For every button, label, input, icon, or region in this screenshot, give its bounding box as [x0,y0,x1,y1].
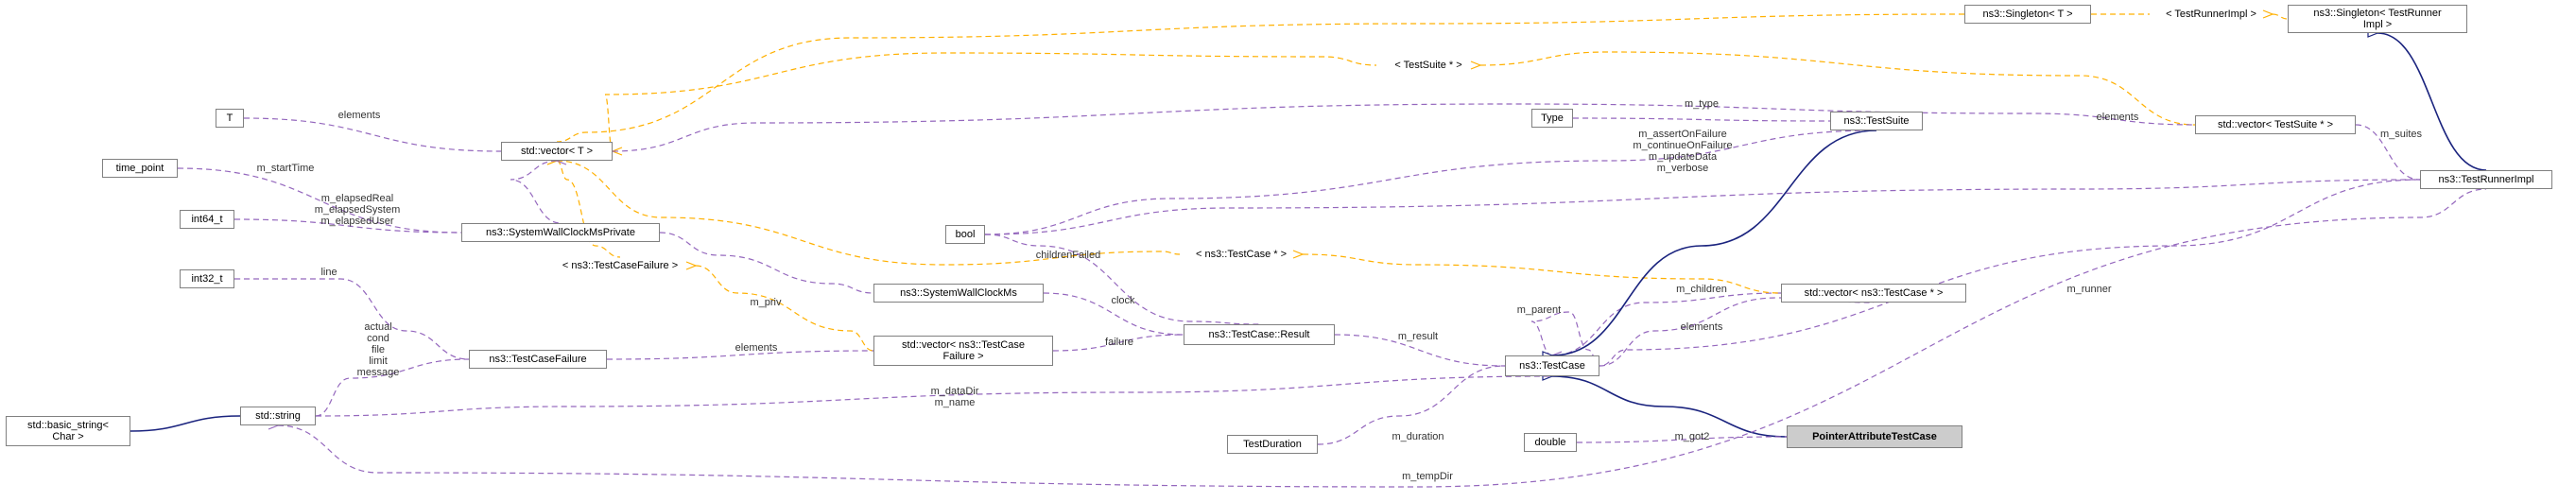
edge-basic_string-std_string [130,416,240,431]
edge-vector_t-testsuite_ptr [605,53,1376,151]
edge-vector_t-testcase_ptr [557,161,1180,265]
edge-vector_t-vector_testsuite [613,104,2195,151]
edge-type-testsuite [1573,118,1830,121]
node-testrunnerimpl_t[interactable]: < TestRunnerImpl > [2150,5,2273,24]
edge-int32-testcasefailure [234,279,469,359]
edge-std_string-testcase [316,376,1552,416]
node-int64[interactable]: int64_t [180,210,234,229]
edge-singleton_t-vector_t [557,14,1964,142]
edge-testcase_ptr-vector_testcase [1303,254,1781,293]
edge-testcase-vector_testcase [1599,298,1874,366]
node-vector_t[interactable]: std::vector< T > [501,142,613,161]
node-time_point[interactable]: time_point [102,159,178,178]
edge-vector_t-testcasefail_t [557,161,620,257]
node-singleton_tri[interactable]: ns3::Singleton< TestRunner Impl > [2288,5,2467,33]
node-testsuite[interactable]: ns3::TestSuite [1830,112,1923,130]
node-testcase_result[interactable]: ns3::TestCase::Result [1184,324,1335,345]
edge-bool-testrunnerimpl [985,180,2420,234]
edge-testcasefail_t-vector_tcf [696,266,873,351]
edge-std_string-testcasefailure [316,359,469,416]
class-diagram: ns3::Singleton< T >< TestRunnerImpl >ns3… [0,0,2576,502]
edge-testcasefailure-vector_tcf [607,351,873,359]
node-int32[interactable]: int32_t [180,269,234,288]
node-testcasefailure[interactable]: ns3::TestCaseFailure [469,350,607,369]
node-syswallclockpriv[interactable]: ns3::SystemWallClockMsPrivate [461,223,660,242]
edge-testrunnerimpl-testcase [1599,180,2420,366]
node-vector_tcf[interactable]: std::vector< ns3::TestCase Failure > [873,336,1053,366]
edge-vector_t-syswallclockpriv [510,161,561,223]
node-std_string[interactable]: std::string [240,407,316,425]
edge-singleton_tri-testrunnerimpl [2377,33,2486,170]
edge-T-vector_t [244,118,501,151]
edge-testrunnerimpl_t-singleton_tri [2273,14,2288,19]
node-singleton_t[interactable]: ns3::Singleton< T > [1964,5,2091,24]
node-syswallclockms[interactable]: ns3::SystemWallClockMs [873,284,1044,303]
edge-syswallclockms-testcase_result [1044,293,1184,335]
edge-testcase-pointer_attr_tc [1552,376,1787,437]
node-double[interactable]: double [1524,433,1577,452]
edge-vector_tcf-testcase_result [1053,335,1184,351]
node-vector_testcase[interactable]: std::vector< ns3::TestCase * > [1781,284,1966,303]
node-T[interactable]: T [216,109,244,128]
node-bool[interactable]: bool [945,225,985,244]
edge-testduration-testcase [1318,366,1505,444]
node-basic_string[interactable]: std::basic_string< Char > [6,416,130,446]
edge-testcase_result-testcase [1335,335,1505,366]
edge-double-pointer_attr_tc [1577,437,1787,442]
node-testcasefail_t[interactable]: < ns3::TestCaseFailure > [545,257,696,274]
node-type[interactable]: Type [1531,109,1573,128]
node-vector_testsuite[interactable]: std::vector< TestSuite * > [2195,115,2356,134]
edge-testcase-testsuite [1552,130,1876,355]
node-testcase[interactable]: ns3::TestCase [1505,355,1599,376]
edge-int64-syswallclockpriv [234,219,461,233]
node-testsuite_ptr[interactable]: < TestSuite * > [1376,57,1480,74]
node-testcase_ptr[interactable]: < ns3::TestCase * > [1180,246,1303,263]
node-testduration[interactable]: TestDuration [1227,435,1318,454]
node-testrunnerimpl[interactable]: ns3::TestRunnerImpl [2420,170,2552,189]
node-pointer_attr_tc[interactable]: PointerAttributeTestCase [1787,425,1962,448]
edge-vector_testsuite-testrunnerimpl [2356,125,2420,180]
